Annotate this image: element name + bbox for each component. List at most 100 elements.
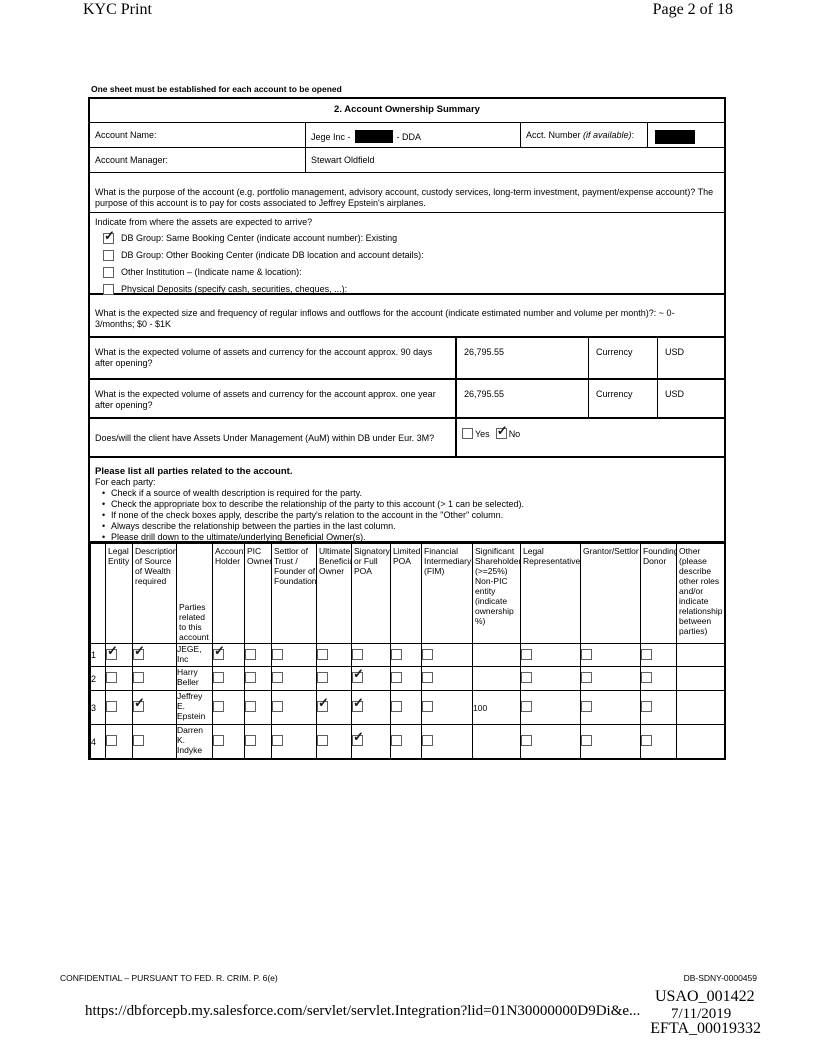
intro-bullet: • If none of the check boxes apply, descr…	[95, 510, 718, 521]
cell-other	[676, 643, 724, 667]
parties-col-header-10: Financial Intermediary (FIM)	[421, 543, 473, 644]
usao-number: USAO_001422	[655, 988, 755, 1005]
cell-ultimate_beneficial_owner	[316, 724, 352, 758]
checkbox-grantor_settlor[interactable]	[581, 648, 592, 660]
parties-col-header-13: Grantor/Settlor	[580, 543, 641, 644]
checkbox-financial_intermediary[interactable]	[422, 735, 433, 746]
arrive-option-checkbox[interactable]	[103, 284, 114, 295]
checkbox-ultimate_beneficial_owner[interactable]	[317, 698, 329, 712]
checkbox-source_of_wealth[interactable]	[133, 672, 144, 683]
checkbox-signatory[interactable]	[352, 698, 364, 712]
intro-bullet: • Always describe the relationship betwee…	[95, 521, 718, 532]
checkbox-pic_owner[interactable]	[245, 648, 256, 660]
cell-source_of_wealth	[132, 690, 177, 725]
checkbox-legal_representative[interactable]	[521, 648, 532, 660]
checkbox-signatory[interactable]	[352, 648, 363, 660]
party-row-3: 3 Jeffrey E. Epstein 100	[90, 690, 724, 725]
bates-number: DB-SDNY-0000459	[683, 973, 757, 983]
checkbox-account_holder[interactable]	[213, 735, 224, 746]
cell-pic_owner	[244, 690, 272, 725]
parties-intro-title: Please list all parties related to the a…	[95, 466, 293, 477]
checkbox-legal_entity[interactable]	[106, 701, 117, 712]
cell-legal_entity	[105, 724, 133, 758]
bullet-text: Always describe the relationship between…	[111, 521, 396, 531]
checkbox-limited_poa[interactable]	[391, 735, 402, 746]
parties-col-header-6: Settlor of Trust / Founder of Foundation	[271, 543, 317, 644]
checkbox-legal_entity[interactable]	[106, 735, 117, 746]
checkbox-legal_representative[interactable]	[521, 672, 532, 683]
volume-90d-row: What is the expected volume of assets an…	[90, 338, 724, 380]
checkbox-settlor[interactable]	[272, 735, 283, 746]
party-row-number: 2	[90, 666, 106, 691]
cell-legal_representative	[520, 643, 581, 667]
checkbox-limited_poa[interactable]	[391, 672, 402, 683]
checkbox-settlor[interactable]	[272, 648, 283, 660]
checkbox-founding_donor[interactable]	[641, 672, 652, 683]
aum-yes-label: Yes	[475, 429, 490, 439]
checkbox-financial_intermediary[interactable]	[422, 648, 433, 660]
checkbox-settlor[interactable]	[272, 701, 283, 712]
checkbox-account_holder[interactable]	[213, 701, 224, 712]
checkbox-limited_poa[interactable]	[391, 701, 402, 712]
aum-question: Does/will the client have Assets Under M…	[90, 419, 457, 456]
page-title: KYC Print	[83, 1, 152, 18]
checkbox-pic_owner[interactable]	[245, 735, 256, 746]
checkbox-founding_donor[interactable]	[641, 735, 652, 746]
checkbox-ultimate_beneficial_owner[interactable]	[317, 735, 328, 746]
arrive-option-checkbox[interactable]	[103, 230, 115, 244]
form-note: One sheet must be established for each a…	[91, 84, 342, 94]
checkbox-grantor_settlor[interactable]	[581, 701, 592, 712]
cell-name: Jeffrey E. Epstein	[176, 690, 213, 725]
checkbox-grantor_settlor[interactable]	[581, 672, 592, 683]
checkbox-legal_representative[interactable]	[521, 735, 532, 746]
checkbox-account_holder[interactable]	[213, 646, 225, 660]
currency-value: USD	[657, 338, 724, 378]
checkbox-financial_intermediary[interactable]	[422, 672, 433, 683]
checkbox-legal_entity[interactable]	[106, 672, 117, 683]
inflows-row: What is the expected size and frequency …	[90, 295, 724, 338]
parties-col-header-14: Founding Donor	[640, 543, 677, 644]
cell-source_of_wealth	[132, 666, 177, 691]
checkbox-settlor[interactable]	[272, 672, 283, 683]
checkbox-ultimate_beneficial_owner[interactable]	[317, 648, 328, 660]
checkbox-financial_intermediary[interactable]	[422, 701, 433, 712]
cell-limited_poa	[390, 690, 422, 725]
checkbox-ultimate_beneficial_owner[interactable]	[317, 672, 328, 683]
parties-col-header-7: Ultimate Beneficial Owner	[316, 543, 352, 644]
acct-number-value	[647, 123, 724, 147]
arrive-option-checkbox[interactable]	[103, 267, 114, 278]
intro-bullet: • Please drill down to the ultimate/under…	[95, 532, 718, 543]
acct-number-label: Acct. Number (if available):	[520, 123, 647, 147]
checkbox-signatory[interactable]	[352, 732, 364, 746]
arrive-option-checkbox[interactable]	[103, 250, 114, 261]
cell-source_of_wealth	[132, 724, 177, 758]
aum-yes-checkbox[interactable]	[462, 428, 473, 439]
cell-shareholder_pct	[472, 643, 521, 667]
checkbox-account_holder[interactable]	[213, 672, 224, 683]
currency-label: Currency	[588, 380, 657, 417]
cell-financial_intermediary	[421, 643, 473, 667]
checkbox-grantor_settlor[interactable]	[581, 735, 592, 746]
checkbox-founding_donor[interactable]	[641, 701, 652, 712]
cell-limited_poa	[390, 666, 422, 691]
checkbox-legal_representative[interactable]	[521, 701, 532, 712]
checkbox-source_of_wealth[interactable]	[133, 698, 145, 712]
aum-no-label: No	[508, 429, 521, 439]
redaction-bar	[655, 130, 695, 144]
print-date: 7/11/2019	[671, 1006, 732, 1022]
checkbox-source_of_wealth[interactable]	[133, 735, 144, 746]
cell-legal_entity	[105, 666, 133, 691]
parties-table: Legal Entity Description of Source of Wea…	[90, 543, 724, 758]
assets-arrive-row: Indicate from where the assets are expec…	[90, 213, 724, 295]
checkbox-limited_poa[interactable]	[391, 648, 402, 660]
cell-settlor	[271, 690, 317, 725]
aum-no-checkbox[interactable]	[495, 425, 508, 439]
checkbox-source_of_wealth[interactable]	[133, 646, 145, 660]
checkbox-legal_entity[interactable]	[106, 646, 118, 660]
parties-col-header-12: Legal Representative	[520, 543, 581, 644]
checkbox-founding_donor[interactable]	[641, 648, 652, 660]
efta-number: EFTA_00019332	[650, 1020, 761, 1037]
checkbox-signatory[interactable]	[352, 669, 364, 683]
checkbox-pic_owner[interactable]	[245, 672, 256, 683]
checkbox-pic_owner[interactable]	[245, 701, 256, 712]
